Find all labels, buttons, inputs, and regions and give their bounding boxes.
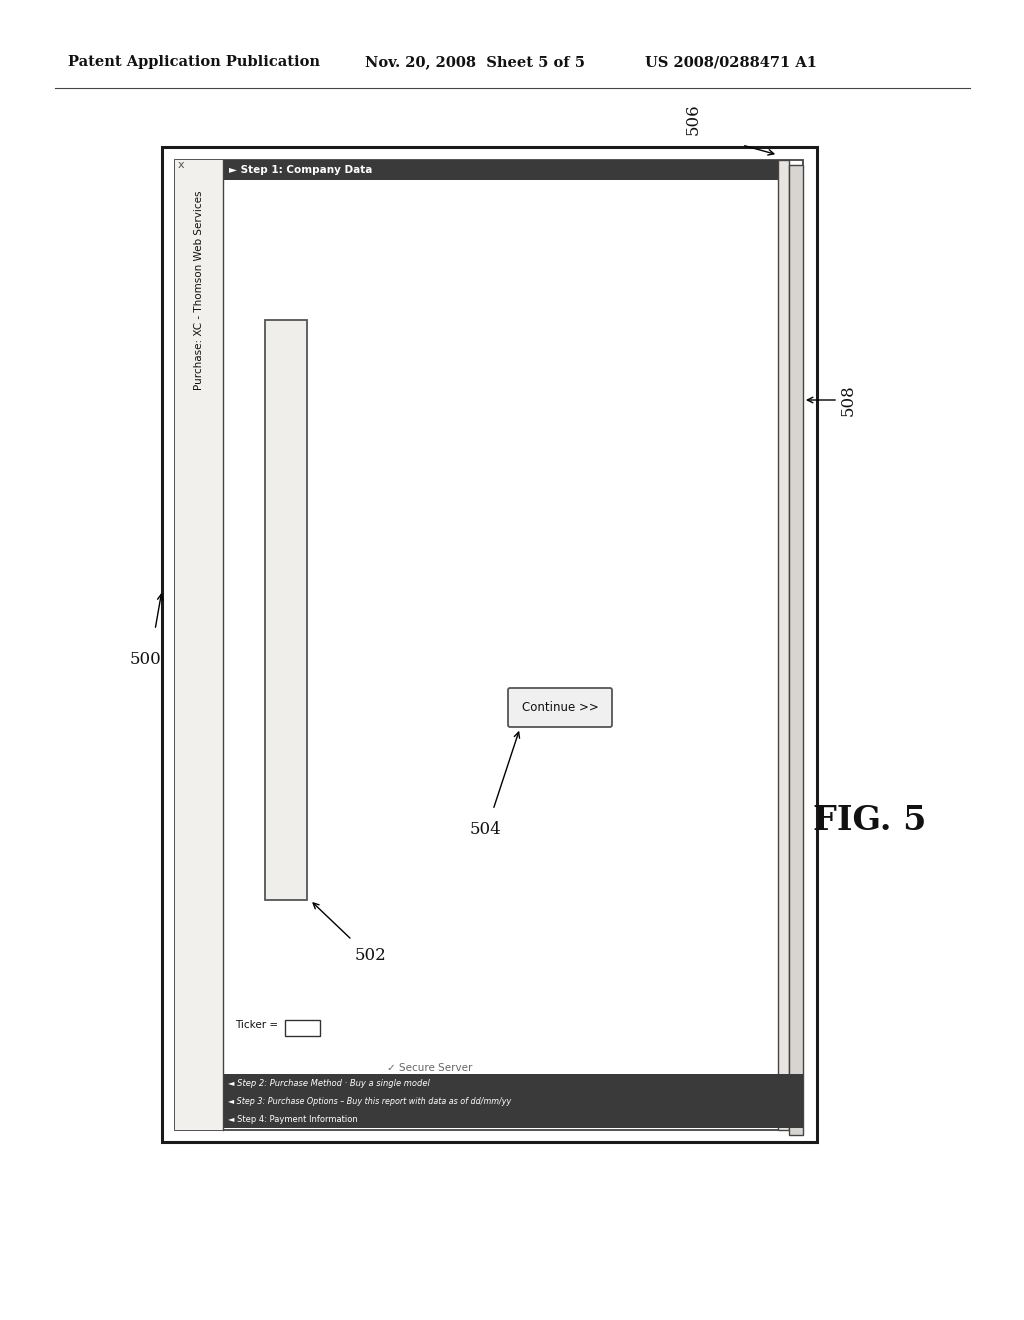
Text: Continue >>: Continue >> [521, 701, 598, 714]
Bar [223, 1092, 778, 1110]
Bar [790, 1092, 803, 1110]
Text: ► Step 1: Company Data: ► Step 1: Company Data [229, 165, 373, 176]
Bar [778, 1092, 790, 1110]
Bar [223, 1110, 778, 1129]
Bar [778, 1074, 790, 1092]
Text: ◄ Step 2: Purchase Method · Buy a single model: ◄ Step 2: Purchase Method · Buy a single… [228, 1078, 430, 1088]
Bar [223, 182, 778, 1090]
Text: 500: 500 [130, 652, 162, 668]
Bar [265, 319, 307, 900]
Bar [223, 160, 778, 180]
Text: Patent Application Publication: Patent Application Publication [68, 55, 319, 69]
Text: ◄ Step 3: Purchase Options – Buy this report with data as of dd/mm/yy: ◄ Step 3: Purchase Options – Buy this re… [228, 1097, 511, 1106]
Text: US 2008/0288471 A1: US 2008/0288471 A1 [645, 55, 817, 69]
Text: Nov. 20, 2008  Sheet 5 of 5: Nov. 20, 2008 Sheet 5 of 5 [365, 55, 585, 69]
Bar [790, 1074, 803, 1092]
Bar [175, 160, 223, 1130]
Text: 506: 506 [684, 103, 701, 135]
Text: Ticker =: Ticker = [234, 1020, 279, 1030]
Bar [223, 1074, 778, 1092]
Bar [790, 1110, 803, 1129]
Bar [778, 1110, 790, 1129]
Text: 508: 508 [840, 384, 857, 416]
Text: ◄ Step 4: Payment Information: ◄ Step 4: Payment Information [228, 1114, 357, 1123]
Text: 502: 502 [355, 946, 387, 964]
Text: x: x [178, 160, 184, 170]
Bar [778, 160, 790, 1130]
Text: 504: 504 [470, 821, 502, 838]
Bar [285, 1020, 319, 1036]
Bar [790, 165, 803, 1135]
Bar [175, 160, 803, 1130]
Bar [162, 147, 817, 1142]
Text: FIG. 5: FIG. 5 [813, 804, 927, 837]
Text: Purchase: XC - Thomson Web Services: Purchase: XC - Thomson Web Services [194, 190, 204, 389]
Text: ✓ Secure Server: ✓ Secure Server [387, 1063, 473, 1073]
FancyBboxPatch shape [508, 688, 612, 727]
